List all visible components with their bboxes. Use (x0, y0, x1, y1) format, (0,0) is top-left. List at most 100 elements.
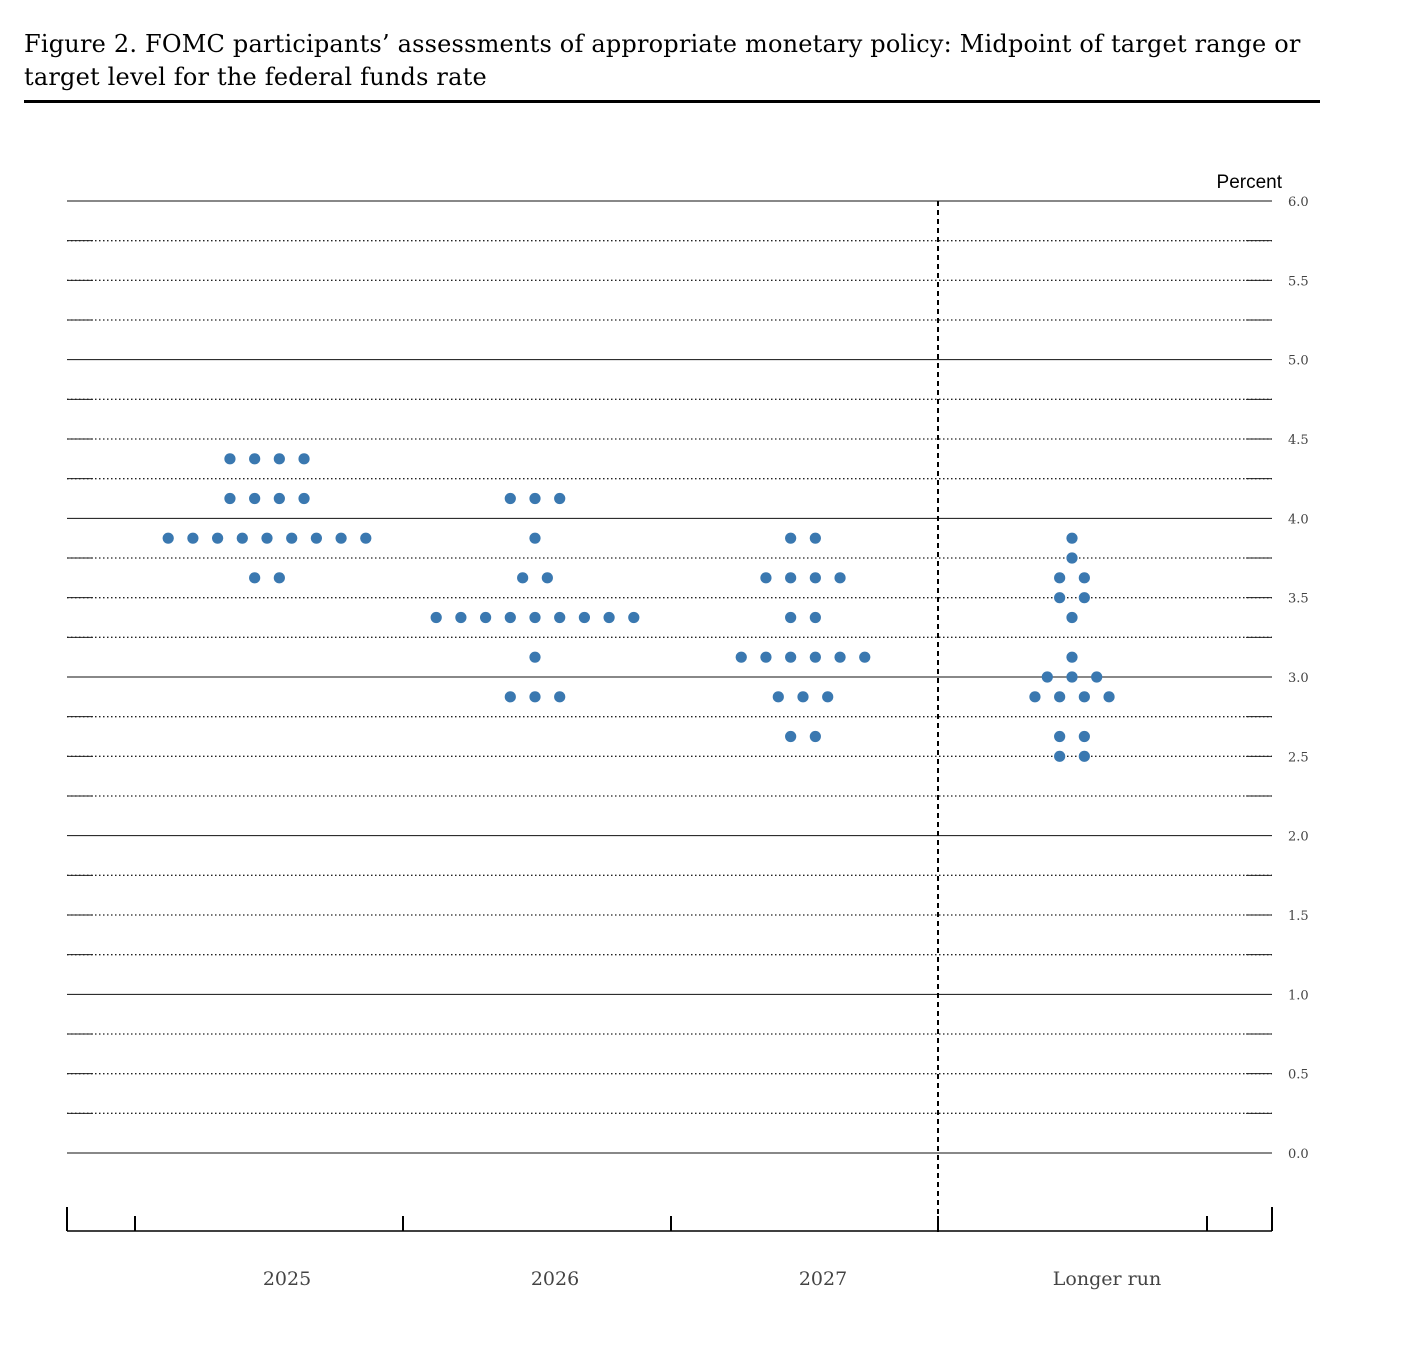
participant-dot (1054, 572, 1066, 584)
participant-dot (1103, 691, 1115, 703)
participant-dot (335, 532, 347, 544)
participant-dot (1078, 691, 1090, 703)
y-tick-label: 4.5 (1288, 433, 1309, 448)
participant-dot (1066, 611, 1078, 624)
y-tick-label: 5.0 (1288, 354, 1309, 369)
participant-dot (760, 572, 772, 584)
participant-dot (187, 532, 199, 544)
participant-dot (822, 691, 834, 703)
y-tick-label: 1.5 (1288, 909, 1309, 924)
participant-dot (261, 532, 273, 544)
participant-dot (273, 572, 285, 584)
participant-dot (298, 453, 310, 465)
y-tick-label: 0.5 (1288, 1068, 1309, 1083)
x-axis (66, 1207, 1273, 1232)
participant-dot (554, 492, 566, 505)
participant-dot (480, 611, 492, 624)
participant-dot (1066, 532, 1078, 544)
participant-dot (834, 572, 846, 584)
x-axis-category-labels: 2025 2026 2027 Longer run (263, 1268, 1161, 1290)
participant-dot (249, 572, 261, 584)
participant-dots (162, 453, 1115, 762)
participant-dot (504, 611, 516, 624)
participant-dot (224, 453, 236, 465)
x-category-label: 2025 (263, 1268, 311, 1290)
participant-dot (1066, 651, 1078, 663)
participant-dot (1078, 572, 1090, 584)
participant-dot (1091, 671, 1103, 683)
gridlines (67, 200, 1272, 1154)
participant-dot (1066, 671, 1078, 683)
participant-dot (1029, 691, 1041, 703)
title-rule (24, 100, 1320, 103)
participant-dot (809, 532, 821, 544)
x-category-label: Longer run (1053, 1268, 1161, 1290)
participant-dot (286, 532, 298, 544)
figure-title: Figure 2. FOMC participants’ assessments… (24, 30, 1301, 91)
participant-dot (360, 532, 372, 544)
participant-dot (1066, 552, 1078, 564)
participant-dot (1078, 750, 1090, 762)
participant-dot (430, 611, 442, 624)
y-tick-label: 2.0 (1288, 830, 1309, 845)
y-tick-label: 2.5 (1288, 750, 1309, 765)
participant-dot (809, 611, 821, 624)
participant-dot (809, 572, 821, 584)
participant-dot (273, 453, 285, 465)
participant-dot (834, 651, 846, 663)
participant-dot (1054, 730, 1066, 743)
participant-dot (554, 691, 566, 703)
participant-dot (529, 492, 541, 505)
participant-dot (735, 651, 747, 663)
participant-dot (1078, 592, 1090, 604)
participant-dot (578, 611, 591, 624)
participant-dot (212, 532, 224, 544)
participant-dot (785, 611, 797, 624)
y-tick-label: 0.0 (1288, 1147, 1309, 1162)
participant-dot (310, 532, 322, 544)
participant-dot (236, 532, 248, 544)
participant-dot (809, 651, 821, 663)
participant-dot (529, 611, 541, 624)
participant-dot (797, 691, 809, 703)
participant-dot (1054, 592, 1066, 604)
participant-dot (455, 611, 467, 624)
participant-dot (859, 651, 871, 663)
y-tick-label: 5.5 (1288, 274, 1309, 289)
participant-dot (1078, 730, 1090, 743)
participant-dot (772, 691, 784, 703)
participant-dot (603, 611, 615, 624)
y-tick-label: 4.0 (1288, 512, 1309, 527)
participant-dot (1054, 750, 1066, 762)
participant-dot (1041, 671, 1053, 683)
participant-dot (273, 492, 285, 505)
y-tick-label: 3.0 (1288, 671, 1309, 686)
participant-dot (529, 532, 541, 544)
y-tick-label: 6.0 (1288, 195, 1309, 210)
participant-dot (529, 691, 541, 703)
participant-dot (298, 492, 310, 505)
x-category-label: 2027 (799, 1268, 847, 1290)
participant-dot (785, 730, 797, 743)
y-tick-label: 1.0 (1288, 988, 1309, 1003)
participant-dot (541, 572, 553, 584)
participant-dot (529, 651, 541, 663)
x-category-label: 2026 (531, 1268, 579, 1290)
y-tick-label: 3.5 (1288, 592, 1309, 607)
participant-dot (628, 611, 640, 624)
participant-dot (760, 651, 772, 663)
participant-dot (504, 691, 516, 703)
participant-dot (249, 492, 261, 505)
participant-dot (554, 611, 566, 624)
participant-dot (224, 492, 236, 505)
y-axis-unit-label: Percent (1217, 172, 1283, 193)
participant-dot (249, 453, 261, 465)
participant-dot (785, 532, 797, 544)
participant-dot (785, 572, 797, 584)
participant-dot (504, 492, 516, 505)
participant-dot (785, 651, 797, 663)
participant-dot (1054, 691, 1066, 703)
y-axis-tick-labels: 0.0 0.5 1.0 1.5 2.0 2.5 3.0 3.5 4.0 4.5 5.0 5.5 6.0 (1288, 195, 1309, 1162)
participant-dot (809, 730, 821, 743)
